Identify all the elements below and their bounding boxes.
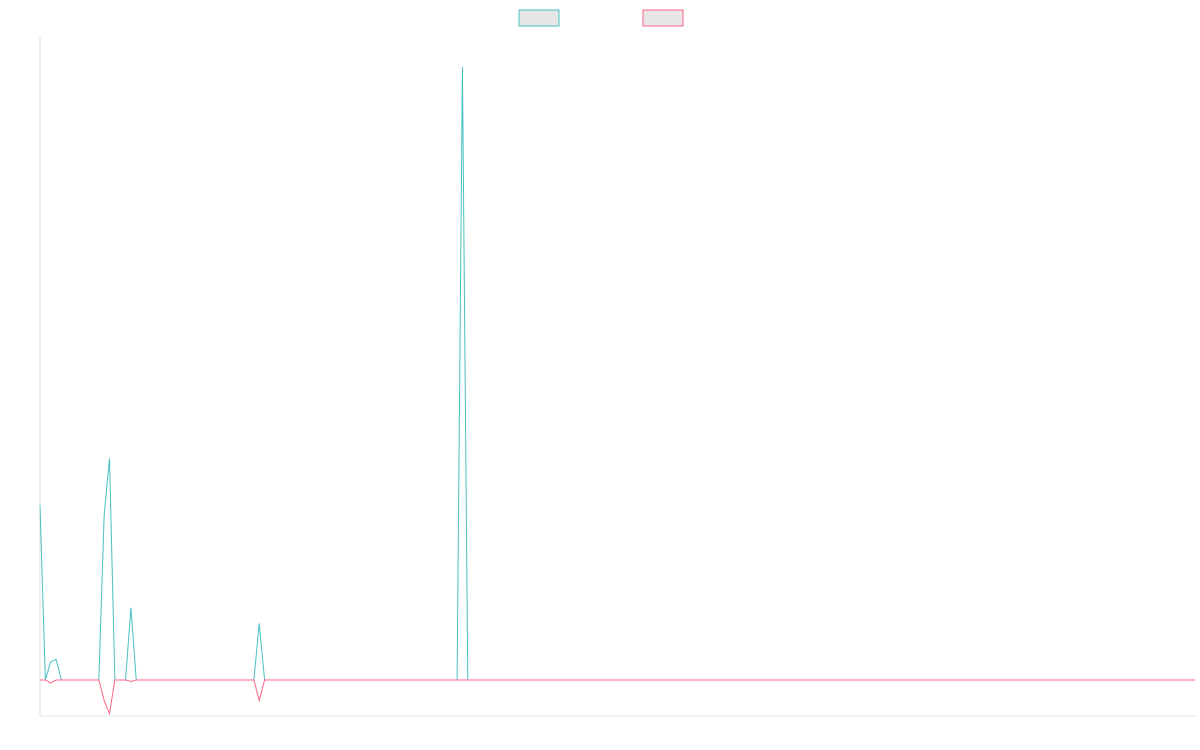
series-1-line xyxy=(39,66,1195,681)
series-2-line xyxy=(40,679,1195,716)
legend-swatch-series-2 xyxy=(642,9,684,27)
legend-swatch-series-1 xyxy=(518,9,560,27)
